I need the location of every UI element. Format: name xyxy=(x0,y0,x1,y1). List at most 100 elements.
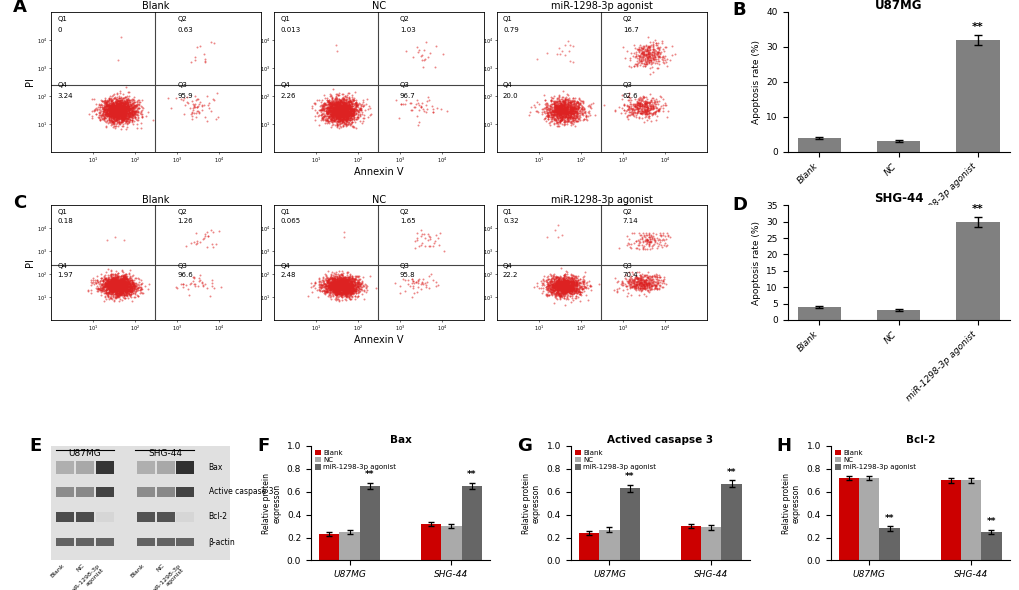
Point xyxy=(343,291,360,301)
Point xyxy=(558,281,575,291)
Point xyxy=(641,47,657,57)
Point xyxy=(552,282,569,291)
Point xyxy=(430,241,446,250)
Point xyxy=(640,239,656,248)
Point xyxy=(327,287,343,296)
Point xyxy=(99,276,115,286)
Point xyxy=(186,52,203,61)
Point xyxy=(340,284,357,293)
Point xyxy=(114,109,130,119)
Point xyxy=(635,280,651,289)
Point xyxy=(332,287,348,297)
Point xyxy=(345,110,362,120)
Point xyxy=(633,52,649,61)
Point xyxy=(556,287,573,297)
Point xyxy=(116,273,132,283)
Point xyxy=(333,107,350,116)
Point xyxy=(335,104,352,113)
Point xyxy=(555,277,572,286)
Point xyxy=(340,283,357,293)
Point xyxy=(327,94,343,104)
Point xyxy=(343,294,360,303)
Point xyxy=(344,282,361,291)
Point xyxy=(559,108,576,117)
Point xyxy=(334,271,351,280)
Point xyxy=(327,269,343,278)
Point xyxy=(335,290,352,299)
Point xyxy=(105,284,121,294)
Point xyxy=(638,57,654,66)
Point xyxy=(556,103,573,113)
Point xyxy=(109,274,125,284)
Point xyxy=(108,109,124,119)
Point xyxy=(98,97,114,106)
Point xyxy=(324,284,340,294)
Point xyxy=(556,280,573,290)
Point xyxy=(119,280,136,290)
Point xyxy=(112,282,128,291)
Point xyxy=(118,284,135,294)
Point xyxy=(326,286,342,295)
Point xyxy=(328,278,344,288)
Point xyxy=(633,48,649,58)
Point xyxy=(564,274,580,283)
Point xyxy=(110,100,126,110)
Point xyxy=(330,108,346,117)
Point xyxy=(542,274,558,284)
Point xyxy=(93,99,109,109)
Point xyxy=(644,109,660,119)
Point xyxy=(328,113,344,122)
Point xyxy=(337,284,354,293)
Point xyxy=(94,110,110,120)
Point xyxy=(116,103,132,112)
Point xyxy=(538,277,554,287)
Point xyxy=(109,110,125,119)
Point xyxy=(115,107,131,116)
Point xyxy=(572,283,588,292)
Point xyxy=(124,281,141,290)
Point xyxy=(112,110,128,119)
Point xyxy=(127,108,144,117)
Point xyxy=(568,111,584,120)
Point xyxy=(113,99,129,108)
Point xyxy=(108,94,124,104)
Point xyxy=(566,286,582,296)
Point xyxy=(311,279,327,289)
Point xyxy=(565,279,581,289)
Point xyxy=(316,286,332,295)
Point xyxy=(113,271,129,281)
Point xyxy=(631,100,647,109)
Point xyxy=(336,109,353,118)
Point xyxy=(615,106,632,115)
Point xyxy=(565,285,581,294)
Point xyxy=(107,281,123,290)
Point xyxy=(121,107,138,116)
Point xyxy=(420,241,436,251)
Point xyxy=(340,113,357,123)
Point xyxy=(640,53,656,62)
Point xyxy=(343,108,360,117)
Point xyxy=(335,109,352,118)
Point xyxy=(109,106,125,115)
Point xyxy=(640,44,656,53)
Text: miR-1298-3p
agonist: miR-1298-3p agonist xyxy=(149,563,185,590)
Point xyxy=(343,109,360,119)
Point xyxy=(337,286,354,295)
Point xyxy=(556,109,573,118)
Point xyxy=(632,43,648,53)
Point xyxy=(113,280,129,289)
Point xyxy=(109,116,125,125)
Point xyxy=(121,282,138,291)
Point xyxy=(354,289,370,299)
Point xyxy=(347,99,364,108)
Point xyxy=(121,276,138,285)
Point xyxy=(332,106,348,115)
Point xyxy=(555,275,572,284)
Point xyxy=(339,110,356,119)
Point xyxy=(328,282,344,291)
Point xyxy=(102,282,118,291)
Point xyxy=(111,104,127,113)
Point xyxy=(620,276,636,286)
Point xyxy=(553,279,570,289)
Point xyxy=(568,280,584,289)
